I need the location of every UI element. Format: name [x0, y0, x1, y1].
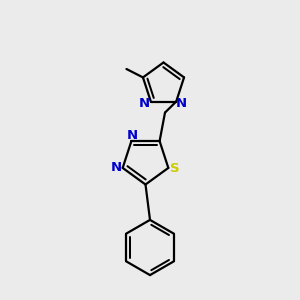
Text: N: N: [111, 160, 122, 173]
Text: N: N: [126, 129, 138, 142]
Text: N: N: [139, 97, 150, 110]
Text: S: S: [170, 162, 180, 175]
Text: N: N: [176, 98, 187, 110]
